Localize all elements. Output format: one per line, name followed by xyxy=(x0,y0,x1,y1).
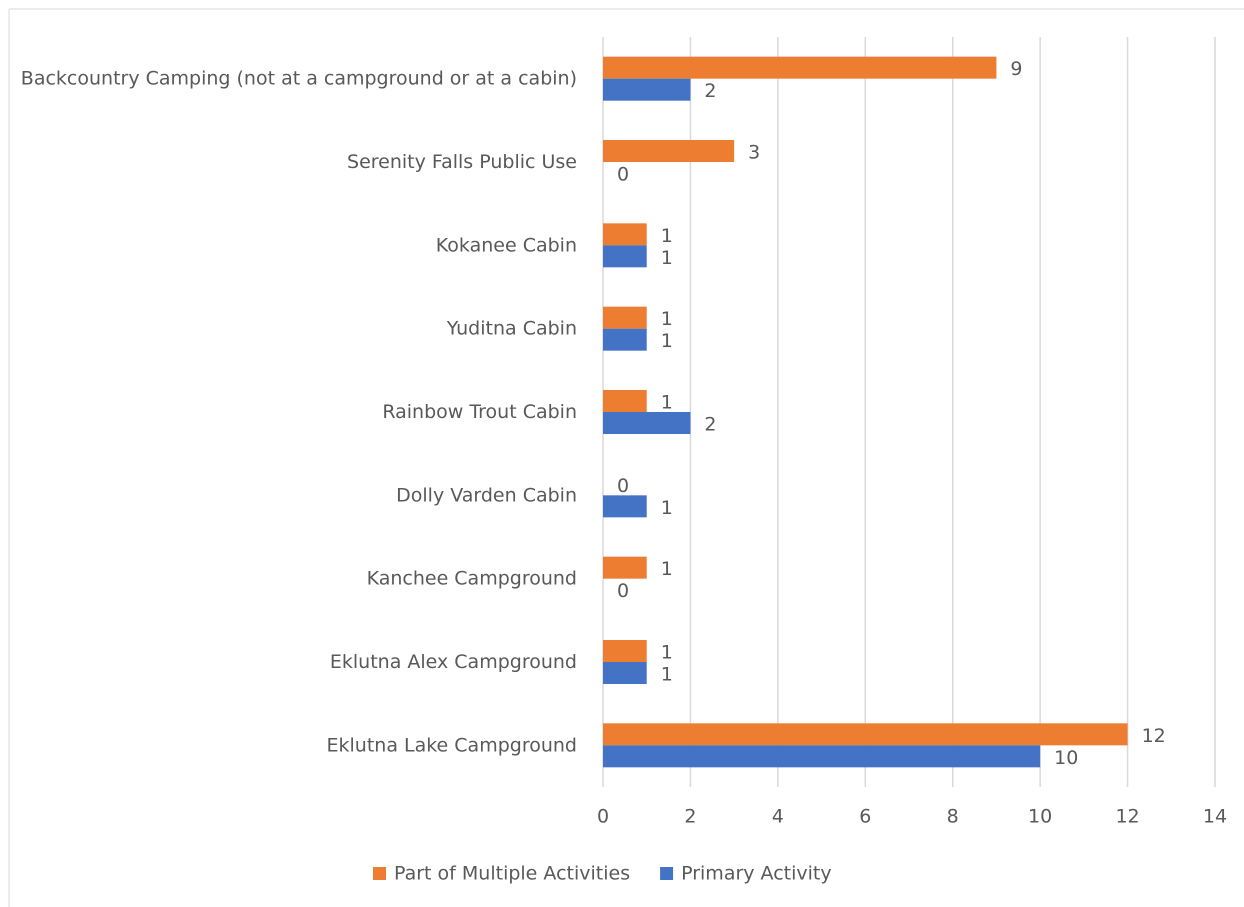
bar xyxy=(603,328,647,351)
data-label: 0 xyxy=(617,580,629,602)
bar xyxy=(603,662,647,684)
bar xyxy=(603,245,647,268)
bar xyxy=(603,390,647,412)
x-tick-label: 4 xyxy=(772,806,784,828)
data-label: 1 xyxy=(661,558,673,580)
data-label: 12 xyxy=(1142,725,1166,747)
data-label: 3 xyxy=(748,142,760,164)
x-tick-label: 8 xyxy=(947,806,959,828)
y-tick-label: Rainbow Trout Cabin xyxy=(382,401,577,423)
data-label: 2 xyxy=(704,414,716,436)
x-tick-label: 14 xyxy=(1203,806,1227,828)
y-tick-label: Eklutna Lake Campground xyxy=(327,734,578,756)
x-tick-label: 10 xyxy=(1028,806,1052,828)
data-label: 0 xyxy=(617,475,629,497)
data-label: 10 xyxy=(1054,747,1078,769)
y-tick-label: Kokanee Cabin xyxy=(436,234,577,256)
bar xyxy=(603,78,691,101)
data-label: 1 xyxy=(661,642,673,664)
x-tick-label: 0 xyxy=(597,806,609,828)
y-tick-label: Dolly Varden Cabin xyxy=(396,484,577,506)
y-tick-label: Backcountry Camping (not at a campground… xyxy=(21,67,577,89)
y-tick-label: Eklutna Alex Campground xyxy=(330,651,577,673)
data-label: 1 xyxy=(661,664,673,686)
legend-label: Part of Multiple Activities xyxy=(394,863,630,885)
legend-label: Primary Activity xyxy=(681,863,832,885)
y-tick-label: Serenity Falls Public Use xyxy=(347,151,577,173)
y-tick-label: Yuditna Cabin xyxy=(446,317,577,339)
y-tick-label: Kanchee Campground xyxy=(367,567,577,589)
data-label: 1 xyxy=(661,247,673,269)
bar xyxy=(603,640,647,662)
data-label: 1 xyxy=(661,330,673,352)
data-label: 1 xyxy=(661,308,673,330)
bar xyxy=(603,723,1128,746)
bar xyxy=(603,140,735,162)
x-tick-label: 6 xyxy=(859,806,871,828)
bar xyxy=(603,495,647,518)
data-label: 9 xyxy=(1010,58,1022,80)
bar xyxy=(603,412,691,434)
data-label: 1 xyxy=(661,225,673,247)
data-label: 1 xyxy=(661,392,673,414)
data-label: 2 xyxy=(704,80,716,102)
bar xyxy=(603,745,1041,768)
x-tick-label: 12 xyxy=(1115,806,1139,828)
data-label: 1 xyxy=(661,497,673,519)
data-label: 0 xyxy=(617,164,629,186)
legend-swatch xyxy=(373,867,386,880)
bar xyxy=(603,306,647,329)
bar xyxy=(603,223,647,246)
legend-swatch xyxy=(660,867,674,880)
x-tick-label: 2 xyxy=(684,806,696,828)
bar xyxy=(603,56,997,79)
bar xyxy=(603,556,647,579)
